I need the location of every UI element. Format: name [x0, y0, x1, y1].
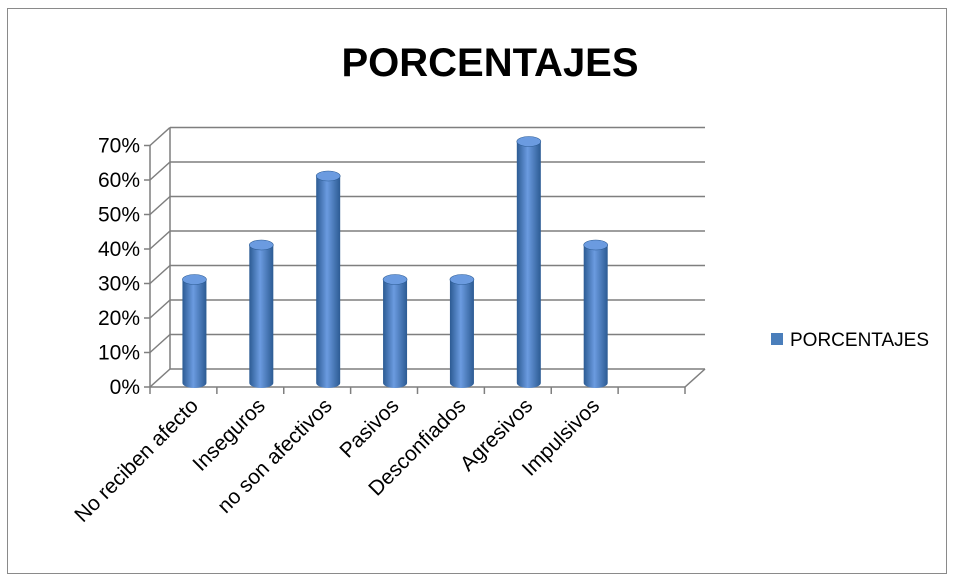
bar [315, 170, 341, 388]
bar [182, 274, 207, 388]
bar-top [449, 274, 475, 285]
bar-top [516, 136, 542, 147]
y-tick-label: 30% [98, 273, 140, 296]
y-tick-label: 20% [98, 307, 140, 330]
bar [249, 239, 274, 388]
bar-body [249, 245, 274, 388]
x-category-label: No reciben afecto [70, 394, 203, 527]
legend-label: PORCENTAJES [790, 330, 929, 351]
bar-top [315, 170, 341, 182]
x-category-label: Pasivos [335, 394, 403, 462]
floor-right-edge [684, 368, 706, 388]
chart-frame [7, 8, 947, 574]
bar-body [449, 279, 474, 388]
bar-body [516, 141, 541, 388]
gridline-diagonal [149, 126, 171, 147]
bar-top [382, 274, 408, 285]
y-axis-ticks: 0% 10% 20% 30% 40% 50% 60% 70% [98, 135, 140, 400]
y-tick-label: 0% [110, 376, 140, 399]
grid-layer [144, 126, 706, 394]
bar [382, 274, 408, 388]
legend-swatch [771, 333, 783, 345]
legend: PORCENTAJES [771, 330, 929, 351]
y-tick-label: 70% [98, 135, 140, 158]
gridline-diagonal [149, 195, 171, 216]
gridline-diagonal [149, 299, 171, 319]
gridline-diagonal [149, 264, 171, 285]
bar-top [583, 239, 608, 251]
chart-title: PORCENTAJES [341, 41, 638, 85]
gridline-diagonal [149, 161, 171, 181]
y-tick-label: 10% [98, 342, 140, 365]
bar-layer [182, 136, 608, 388]
bar-body [383, 279, 408, 388]
gridline-diagonal [149, 333, 171, 354]
y-tick-label: 50% [98, 204, 140, 227]
gridline-diagonal [149, 368, 171, 388]
x-category-label: no son afectivos [213, 394, 337, 518]
bar-body [316, 176, 341, 388]
bar-body [583, 245, 608, 388]
bar-body [182, 279, 207, 388]
y-tick-label: 40% [98, 238, 140, 261]
bar [516, 136, 542, 388]
y-tick-label: 60% [98, 169, 140, 192]
gridline-diagonal [149, 230, 171, 250]
bar-top [182, 274, 207, 285]
bar [449, 274, 475, 388]
bar [583, 239, 608, 388]
bar-top [249, 239, 274, 251]
